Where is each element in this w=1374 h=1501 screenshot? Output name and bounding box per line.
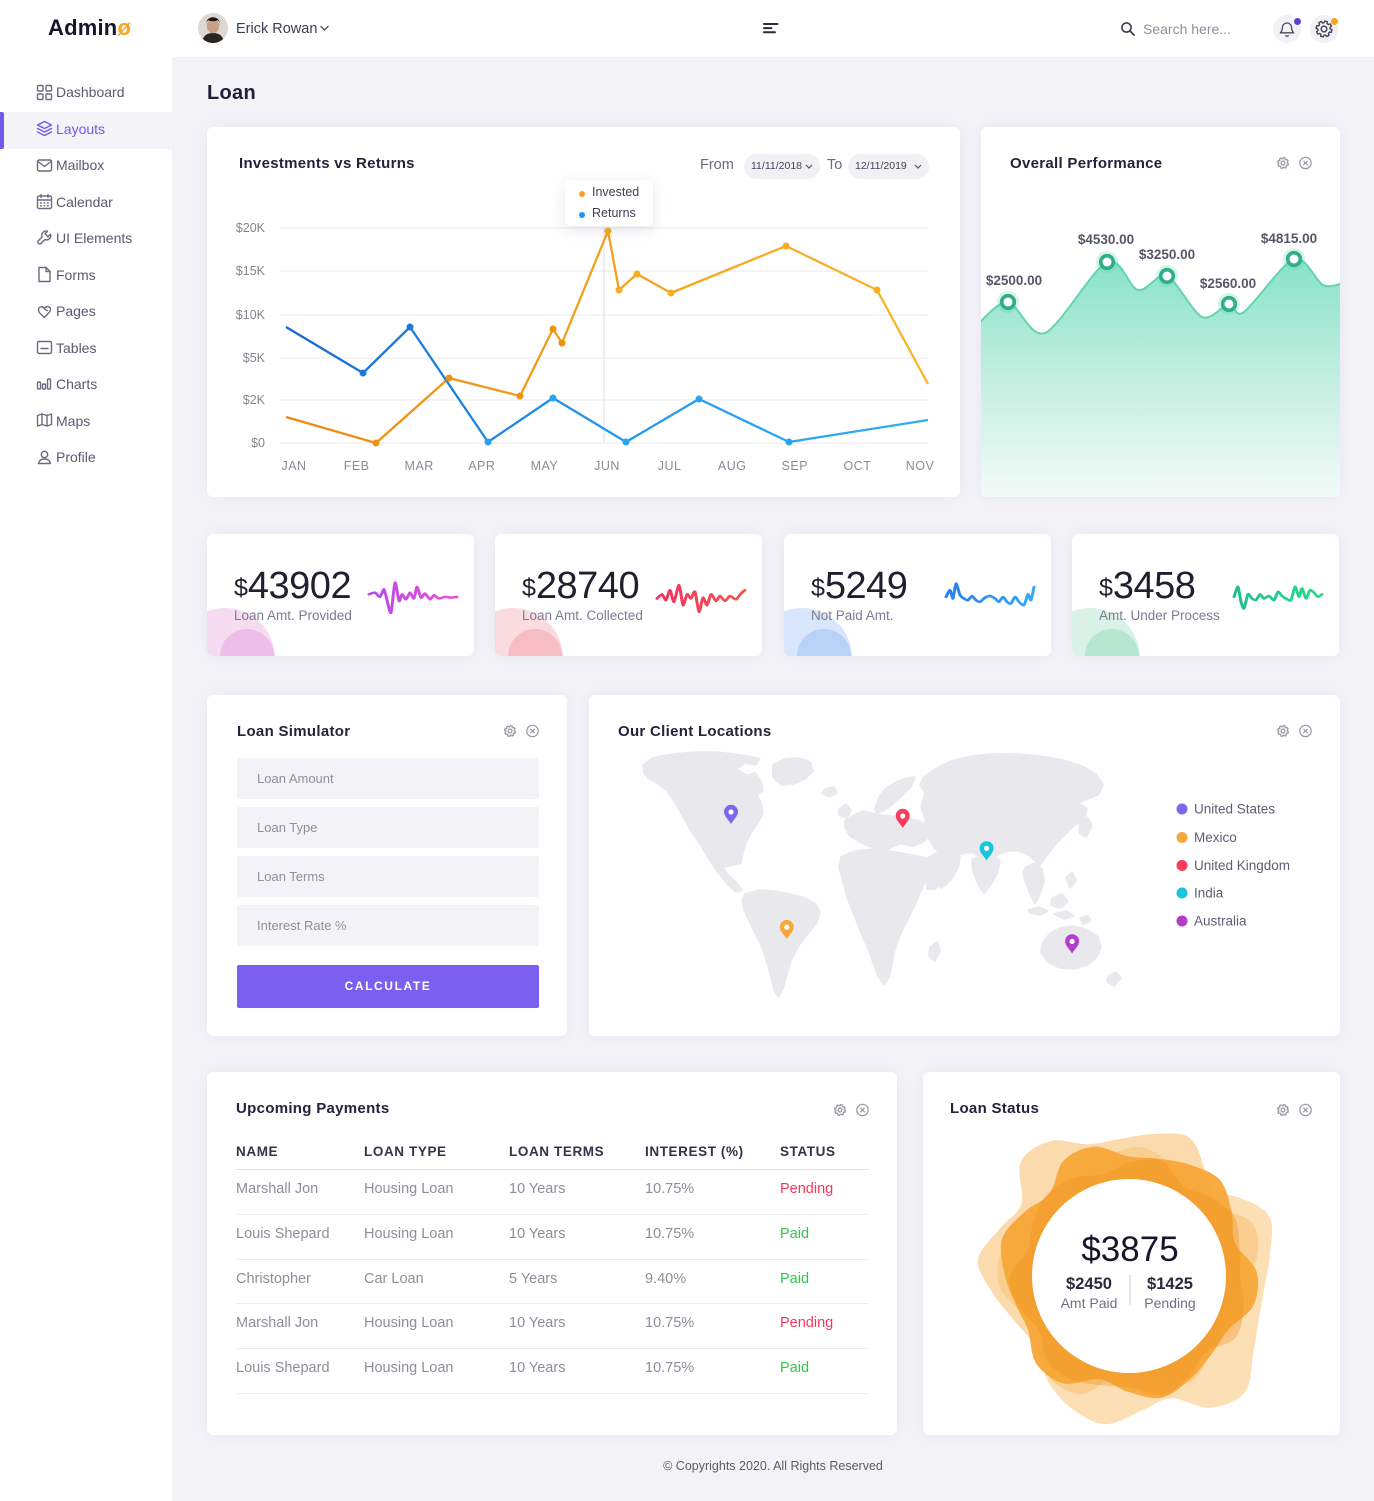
svg-text:MAR: MAR (405, 459, 434, 473)
svg-text:FEB: FEB (344, 459, 370, 473)
svg-text:$2K: $2K (243, 393, 266, 407)
svg-text:MAY: MAY (531, 459, 559, 473)
svg-text:Amt Paid: Amt Paid (1061, 1295, 1118, 1311)
svg-text:United Kingdom: United Kingdom (1194, 858, 1290, 873)
svg-text:$20K: $20K (236, 221, 266, 235)
svg-text:AUG: AUG (718, 459, 747, 473)
svg-text:$5K: $5K (243, 351, 266, 365)
svg-text:$3875: $3875 (1081, 1230, 1178, 1269)
svg-text:$15K: $15K (236, 264, 266, 278)
svg-text:$0: $0 (251, 436, 265, 450)
svg-text:$2450: $2450 (1066, 1275, 1112, 1293)
svg-text:APR: APR (468, 459, 495, 473)
svg-text:SEP: SEP (782, 459, 809, 473)
svg-text:United States: United States (1194, 802, 1275, 817)
svg-text:OCT: OCT (843, 459, 871, 473)
svg-text:Australia: Australia (1194, 914, 1247, 929)
svg-text:JAN: JAN (281, 459, 306, 473)
svg-text:$4815.00: $4815.00 (1261, 231, 1317, 246)
svg-text:$2500.00: $2500.00 (986, 273, 1042, 288)
svg-text:JUN: JUN (594, 459, 620, 473)
svg-text:$10K: $10K (236, 308, 266, 322)
svg-text:JUL: JUL (658, 459, 682, 473)
svg-text:India: India (1194, 886, 1224, 901)
svg-text:$1425: $1425 (1147, 1275, 1193, 1293)
svg-text:NOV: NOV (906, 459, 935, 473)
svg-text:Pending: Pending (1144, 1295, 1195, 1311)
svg-text:$4530.00: $4530.00 (1078, 232, 1134, 247)
svg-text:Mexico: Mexico (1194, 830, 1237, 845)
svg-text:$2560.00: $2560.00 (1200, 276, 1256, 291)
svg-text:$3250.00: $3250.00 (1139, 247, 1195, 262)
